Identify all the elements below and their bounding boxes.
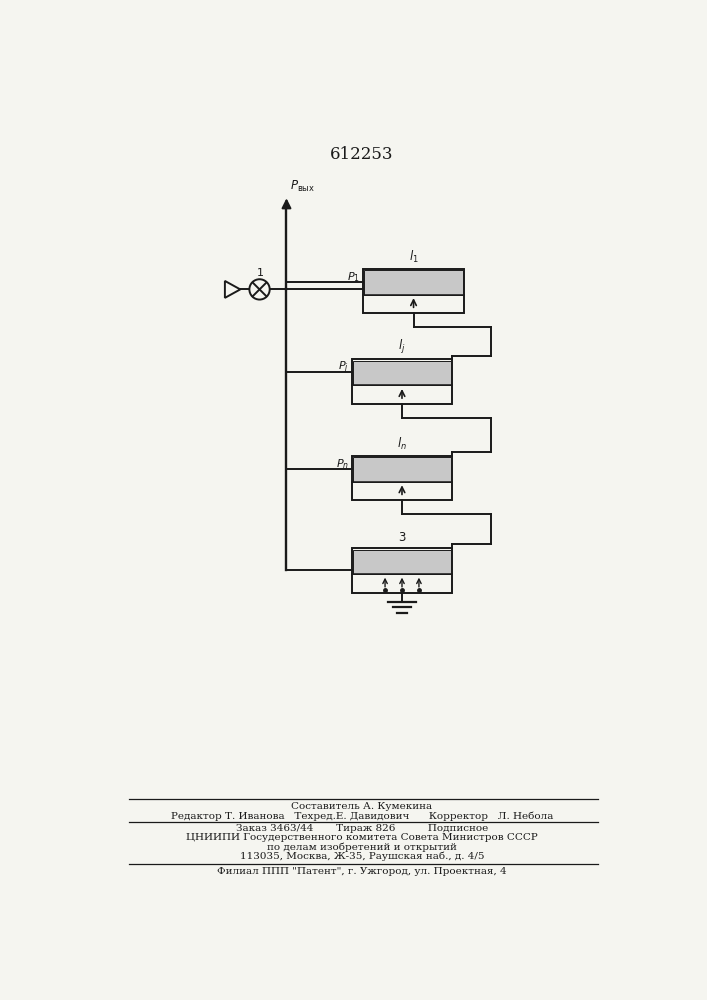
- Text: 612253: 612253: [330, 146, 394, 163]
- Bar: [353, 361, 451, 385]
- Text: Составитель А. Кумекина: Составитель А. Кумекина: [291, 802, 433, 811]
- Text: $P_1$: $P_1$: [347, 270, 361, 284]
- Bar: [352, 456, 452, 500]
- Text: $l_n$: $l_n$: [397, 436, 407, 452]
- Text: $P_n$: $P_n$: [336, 457, 349, 471]
- Text: $P_{\rm вых}$: $P_{\rm вых}$: [291, 179, 315, 194]
- Text: Редактор Т. Иванова   Техред.Е. Давидович      Корректор   Л. Небола: Редактор Т. Иванова Техред.Е. Давидович …: [171, 811, 553, 821]
- Text: Филиал ППП "Патент", г. Ужгород, ул. Проектная, 4: Филиал ППП "Патент", г. Ужгород, ул. Про…: [217, 867, 507, 876]
- Bar: [352, 548, 452, 593]
- Text: $P_j$: $P_j$: [338, 360, 349, 376]
- Text: $3$: $3$: [398, 531, 407, 544]
- Text: ЦНИИПИ Госудерственного комитета Совета Министров СССР: ЦНИИПИ Госудерственного комитета Совета …: [186, 833, 538, 842]
- Text: 113035, Москва, Ж-35, Раушская наб., д. 4/5: 113035, Москва, Ж-35, Раушская наб., д. …: [240, 851, 484, 861]
- Bar: [353, 457, 451, 482]
- Text: $1$: $1$: [255, 266, 264, 278]
- Text: по делам изобретений и открытий: по делам изобретений и открытий: [267, 842, 457, 852]
- Bar: [352, 359, 452, 404]
- Bar: [363, 269, 464, 313]
- Bar: [353, 550, 451, 574]
- Text: $l_1$: $l_1$: [409, 249, 419, 265]
- Text: Заказ 3463/44       Тираж 826          Подписное: Заказ 3463/44 Тираж 826 Подписное: [236, 824, 488, 833]
- Text: $l_j$: $l_j$: [398, 338, 406, 356]
- Bar: [364, 270, 463, 295]
